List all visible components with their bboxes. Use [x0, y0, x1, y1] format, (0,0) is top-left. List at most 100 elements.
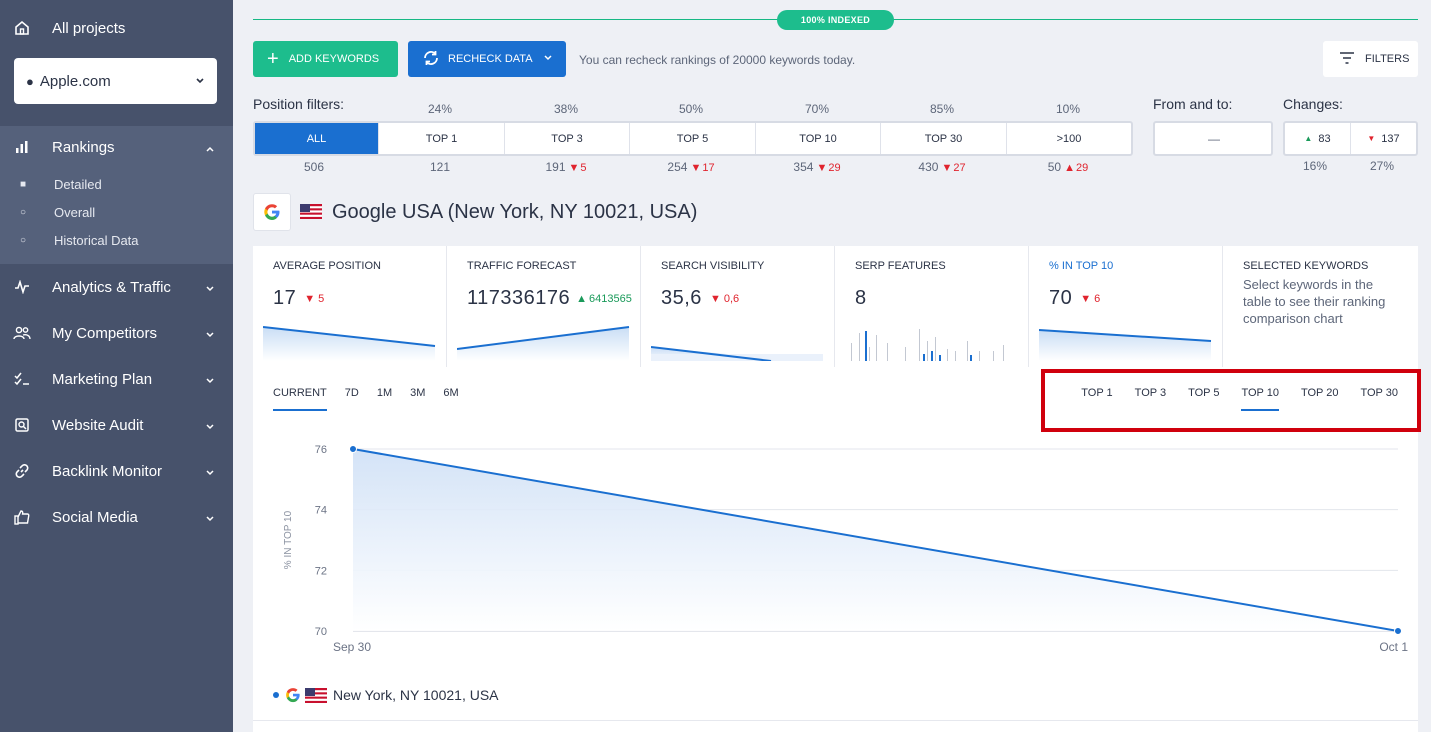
pulse-icon: [12, 277, 32, 297]
sidebar-subitem-historical[interactable]: ○ Historical Data: [20, 233, 139, 248]
sidebar-item-competitors[interactable]: My Competitors: [0, 315, 233, 351]
top10-percent: 70%: [804, 102, 830, 116]
count-delta: 29: [828, 162, 841, 174]
count-delta: 17: [702, 162, 715, 174]
bullet-icon: ○: [20, 207, 27, 218]
filters-button[interactable]: FILTERS: [1323, 41, 1418, 77]
count-delta: 27: [953, 162, 966, 174]
delta-text: 6413565: [589, 292, 632, 305]
changes-down-button[interactable]: ▼ 137: [1351, 123, 1416, 154]
card-average-position[interactable]: AVERAGE POSITION 17 ▼ 5: [253, 246, 447, 367]
main-content: 100% INDEXED + ADD KEYWORDS RECHECK DATA…: [233, 0, 1431, 732]
chart-panel: CURRENT 7D 1M 3M 6M TOP 1 TOP 3 TOP 5 TO…: [253, 367, 1421, 732]
card-value: 35,6 ▼ 0,6: [661, 287, 739, 310]
changes-up-button[interactable]: ▲ 83: [1285, 123, 1351, 154]
count-value: 506: [303, 160, 325, 174]
sidebar-subitem-detailed[interactable]: ■ Detailed: [20, 177, 102, 192]
card-value: 70 ▼ 6: [1049, 287, 1100, 310]
data-point: [1394, 627, 1402, 635]
card-description: Select keywords in the table to see thei…: [1243, 277, 1386, 326]
chevron-down-icon: [205, 327, 215, 344]
tab-period-1m[interactable]: 1M: [376, 387, 393, 399]
sidebar-item-marketing[interactable]: Marketing Plan: [0, 361, 233, 397]
count-value: 430: [918, 160, 939, 174]
sidebar-subitem-overall[interactable]: ○ Overall: [20, 205, 95, 220]
chevron-down-icon: [205, 511, 215, 528]
card-search-visibility[interactable]: SEARCH VISIBILITY 35,6 ▼ 0,6: [641, 246, 835, 367]
sidebar-item-rankings[interactable]: Rankings: [0, 129, 233, 165]
recheck-data-button[interactable]: RECHECK DATA: [408, 41, 566, 77]
serp-bars: [851, 329, 1004, 361]
tab-top5[interactable]: TOP 5: [1188, 387, 1220, 399]
chevron-down-icon: [195, 73, 205, 90]
sidebar-item-backlink[interactable]: Backlink Monitor: [0, 453, 233, 489]
all-projects-link[interactable]: All projects: [0, 10, 233, 46]
sparkline: [457, 326, 630, 361]
chart-legend[interactable]: New York, NY 10021, USA: [273, 687, 499, 703]
bar-chart-icon: [12, 137, 32, 157]
tab-top3[interactable]: TOP 3: [1134, 387, 1167, 399]
filter-top10[interactable]: TOP 10: [756, 123, 881, 154]
card-serp-features[interactable]: SERP FEATURES 8: [835, 246, 1029, 367]
project-selector[interactable]: ● Apple.com: [14, 58, 217, 104]
sidebar-item-social[interactable]: Social Media: [0, 499, 233, 535]
thumbs-up-icon: [12, 507, 32, 527]
tab-period-7d[interactable]: 7D: [344, 387, 359, 399]
value-text: 35,6: [661, 287, 702, 309]
series-line: [352, 448, 1399, 632]
count-value: 254: [667, 160, 688, 174]
us-flag-icon: [305, 687, 327, 703]
sidebar: All projects ● Apple.com Rankings ■ Detai…: [0, 0, 233, 732]
card-percent-top10[interactable]: % IN TOP 10 70 ▼ 6: [1029, 246, 1223, 367]
tab-top20[interactable]: TOP 20: [1300, 387, 1339, 399]
filter-all[interactable]: ALL: [255, 123, 379, 154]
count-delta: 5: [580, 162, 587, 174]
tab-top10[interactable]: TOP 10: [1241, 387, 1279, 411]
changes-up-value: 83: [1318, 132, 1331, 145]
home-icon: [12, 18, 32, 38]
checklist-icon: [12, 369, 32, 389]
chevron-down-icon: [205, 465, 215, 482]
data-point: [349, 445, 357, 453]
filter-top3[interactable]: TOP 3: [505, 123, 630, 154]
google-logo-button[interactable]: [253, 193, 291, 231]
sidebar-item-analytics[interactable]: Analytics & Traffic: [0, 269, 233, 305]
filter-over100[interactable]: >100: [1056, 132, 1082, 145]
google-icon: [264, 204, 280, 220]
arrow-up-icon: ▲: [1304, 134, 1313, 143]
tab-period-current[interactable]: CURRENT: [273, 387, 327, 411]
card-title: SEARCH VISIBILITY: [661, 260, 765, 272]
sparkline: [263, 326, 436, 361]
subitem-label: Historical Data: [54, 233, 139, 248]
tab-period-3m[interactable]: 3M: [410, 387, 426, 399]
top3-percent: 38%: [553, 102, 579, 116]
from-to-input[interactable]: —: [1153, 121, 1273, 156]
add-keywords-button[interactable]: + ADD KEYWORDS: [253, 41, 398, 77]
count-all: 506: [251, 160, 377, 174]
top10-chart: 70 72 74 76 % IN TOP 10 Sep 30 Oct 1: [283, 444, 1408, 654]
filter-top5[interactable]: TOP 5: [630, 123, 756, 154]
card-traffic-forecast[interactable]: TRAFFIC FORECAST 117336176 ▲ 6413565: [447, 246, 641, 367]
tab-top30[interactable]: TOP 30: [1360, 387, 1398, 399]
y-tick-label: 72: [315, 565, 327, 577]
google-icon: [286, 688, 300, 703]
sidebar-item-audit[interactable]: Website Audit: [0, 407, 233, 443]
count-top3: 191 ▼5: [503, 160, 629, 174]
filter-top1[interactable]: TOP 1: [379, 123, 505, 154]
count-top5: 254 ▼17: [628, 160, 754, 174]
tab-top1[interactable]: TOP 1: [1081, 387, 1113, 399]
filter-top30[interactable]: TOP 30: [881, 123, 1007, 154]
refresh-icon: [422, 49, 440, 70]
card-value: 117336176 ▲ 6413565: [467, 287, 632, 310]
x-tick-label: Oct 1: [1379, 640, 1408, 654]
from-to-value: —: [1208, 132, 1220, 146]
card-title: % IN TOP 10: [1049, 260, 1114, 272]
apple-icon: ●: [26, 73, 34, 89]
tab-period-6m[interactable]: 6M: [443, 387, 459, 399]
from-to-label: From and to:: [1153, 96, 1233, 112]
arrow-down-icon: ▼: [1080, 292, 1092, 305]
chevron-down-icon: [205, 281, 215, 298]
filter-icon: [1339, 51, 1355, 67]
chevron-up-icon: [205, 141, 215, 158]
delta-down-icon: ▼: [690, 162, 702, 174]
